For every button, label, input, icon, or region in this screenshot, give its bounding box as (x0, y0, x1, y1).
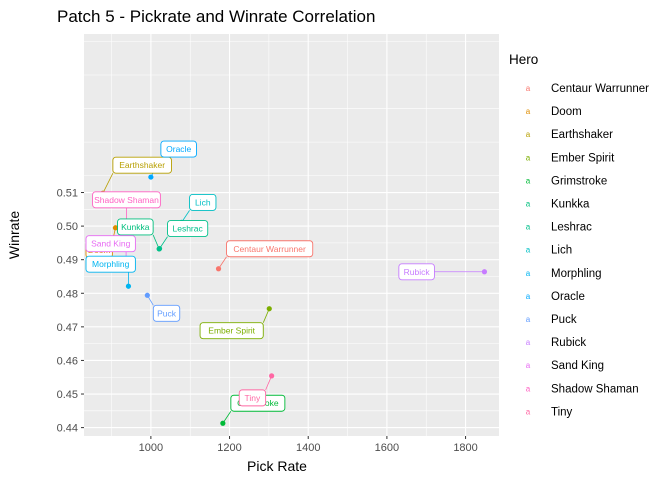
legend: Hero a Centaur Warrunner a Doom a Earthshaker… (509, 52, 649, 418)
legend-key-sand-king: a (526, 361, 531, 370)
legend-label-sand-king: Sand King (551, 360, 604, 372)
legend-label-leshrac: Leshrac (551, 222, 592, 234)
legend-label-shadow-shaman: Shadow Shaman (551, 383, 639, 395)
label-puck: Puck (157, 308, 177, 318)
point-centaur-warrunner (215, 266, 222, 272)
legend-key-centaur-warrunner: a (526, 84, 531, 93)
legend-label-rubick: Rubick (551, 337, 586, 349)
legend-label-oracle: Oracle (551, 291, 585, 303)
label-box-kunkka (117, 218, 154, 236)
y-tick-label: 0.48 (57, 288, 78, 300)
label-leshrac: Leshrac (173, 224, 204, 234)
y-tick-label: 0.49 (57, 255, 78, 267)
y-tick-label: 0.46 (57, 355, 78, 367)
label-kunkka: Kunkka (121, 222, 150, 232)
legend-label-centaur-warrunner: Centaur Warrunner (551, 83, 649, 95)
label-oracle: Oracle (166, 144, 191, 154)
label-box-shadow-shaman (92, 191, 161, 209)
label-morphling: Morphling (92, 259, 130, 269)
point-ember-spirit (266, 306, 272, 312)
legend-key-grimstroke: a (526, 176, 531, 185)
y-tick-label: 0.45 (57, 389, 78, 401)
point-grimstroke (220, 420, 226, 426)
legend-label-tiny: Tiny (551, 406, 573, 418)
x-tick-label: 1400 (296, 442, 320, 454)
legend-label-morphling: Morphling (551, 268, 602, 280)
point-puck (144, 292, 150, 298)
legend-label-puck: Puck (551, 314, 577, 326)
x-axis-title: Pick Rate (247, 458, 307, 474)
legend-title: Hero (509, 52, 538, 67)
label-box-leshrac (167, 220, 209, 238)
connector-earthshaker (102, 173, 114, 194)
point-rubick (481, 269, 488, 275)
label-earthshaker: Earthshaker (119, 160, 165, 170)
legend-label-grimstroke: Grimstroke (551, 175, 607, 187)
legend-key-ember-spirit: a (526, 153, 531, 162)
label-tiny: Tiny (245, 393, 261, 403)
x-tick-label: 1800 (453, 442, 477, 454)
label-box-earthshaker (112, 156, 172, 174)
legend-label-ember-spirit: Ember Spirit (551, 152, 615, 164)
label-box-rubick (398, 263, 435, 281)
label-box-oracle (160, 140, 197, 158)
point-oracle (148, 174, 154, 180)
label-shadow-shaman: Shadow Shaman (94, 195, 159, 205)
legend-key-rubick: a (526, 338, 531, 347)
legend-key-tiny: a (526, 407, 531, 416)
legend-label-kunkka: Kunkka (551, 199, 590, 211)
label-lich: Lich (195, 197, 211, 207)
y-axis-title: Winrate (6, 211, 22, 259)
label-box-sand-king (85, 235, 136, 253)
legend-label-earthshaker: Earthshaker (551, 129, 613, 141)
y-tick-label: 0.50 (57, 221, 78, 233)
x-tick-label: 1200 (217, 442, 241, 454)
x-tick-label: 1000 (139, 442, 163, 454)
chart-title: Patch 5 - Pickrate and Winrate Correlati… (57, 7, 375, 26)
legend-key-oracle: a (526, 292, 531, 301)
y-axis-ticks: 0.44 0.45 0.46 0.47 0.48 0.49 0.50 0.51 (57, 188, 84, 435)
point-labels: Centaur WarrunnerDoomEarthshakerEmber Sp… (85, 140, 435, 412)
major-gridlines (84, 34, 499, 436)
legend-key-kunkka: a (526, 200, 531, 209)
point-tiny (269, 373, 275, 379)
legend-key-puck: a (526, 315, 531, 324)
legend-key-shadow-shaman: a (526, 384, 531, 393)
label-box-ember-spirit (199, 322, 264, 340)
label-box-puck (152, 304, 181, 322)
point-morphling (125, 283, 132, 289)
label-box-lich (189, 193, 217, 211)
legend-label-lich: Lich (551, 245, 572, 257)
legend-key-lich: a (526, 246, 531, 255)
legend-label-doom: Doom (551, 106, 582, 118)
label-box-tiny (238, 389, 267, 407)
label-connectors (102, 156, 485, 424)
label-sand-king: Sand King (91, 239, 130, 249)
x-tick-label: 1600 (375, 442, 399, 454)
point-doom (112, 225, 119, 231)
legend-key-doom: a (526, 107, 531, 116)
legend-key-leshrac: a (526, 223, 531, 232)
y-tick-label: 0.47 (57, 322, 78, 334)
label-rubick: Rubick (404, 267, 431, 277)
y-tick-label: 0.44 (57, 423, 78, 435)
point-leshrac (156, 246, 163, 252)
label-ember-spirit: Ember Spirit (208, 326, 255, 336)
x-axis-ticks: 1000 1200 1400 1600 1800 (139, 436, 478, 454)
label-box-morphling (85, 255, 136, 273)
legend-key-earthshaker: a (526, 130, 531, 139)
legend-key-morphling: a (526, 269, 531, 278)
label-box-centaur-warrunner (226, 240, 314, 258)
label-centaur-warrunner: Centaur Warrunner (233, 244, 306, 254)
y-tick-label: 0.51 (57, 188, 78, 200)
